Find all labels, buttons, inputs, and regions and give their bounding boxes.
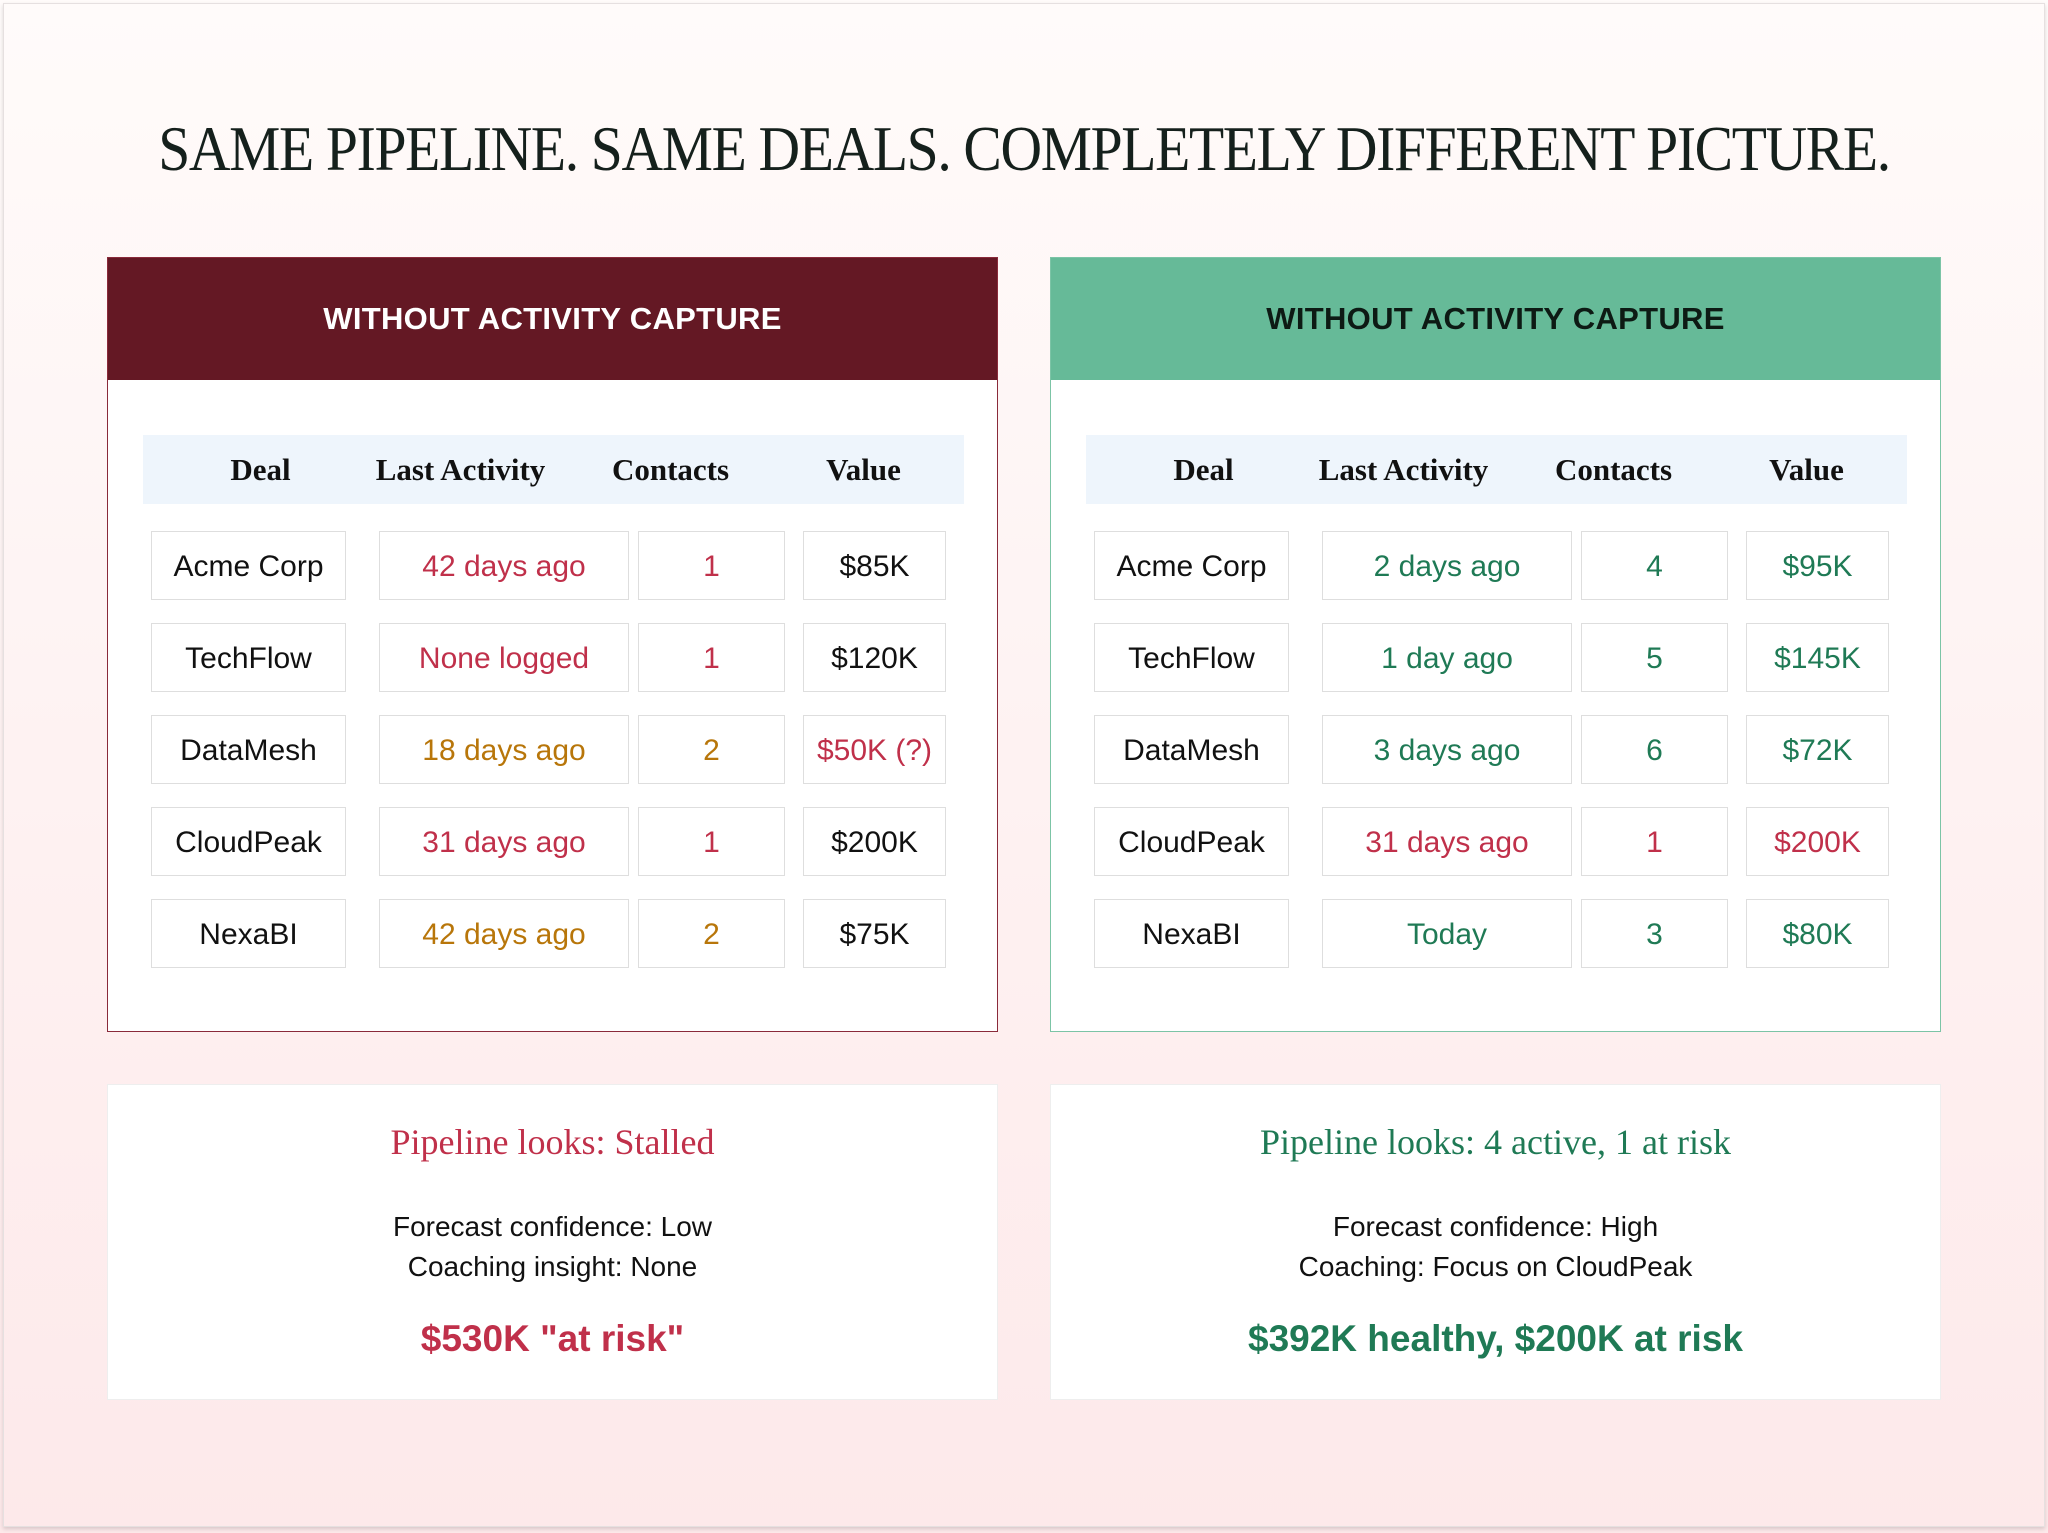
cell-last-activity: None logged: [379, 623, 629, 692]
cell-last-activity: 2 days ago: [1322, 531, 1572, 600]
column-header-deal: Deal: [1173, 452, 1234, 487]
cell-value: $200K: [803, 807, 946, 876]
cell-contacts: 6: [1581, 715, 1728, 784]
column-header-contacts: Contacts: [1554, 452, 1673, 487]
cell-contacts: 2: [638, 899, 785, 968]
column-header-last-activity: Last Activity: [1318, 452, 1489, 487]
cell-value: $145K: [1746, 623, 1889, 692]
column-header-value: Value: [826, 452, 901, 487]
summary-headline: Pipeline looks: 4 active, 1 at risk: [1260, 1122, 1731, 1162]
forecast-confidence: Forecast confidence: Low: [392, 1211, 713, 1242]
page-title: SAME PIPELINE. SAME DEALS. COMPLETELY DI…: [158, 113, 1891, 184]
cell-value: $85K: [803, 531, 946, 600]
cell-deal: NexaBI: [151, 899, 346, 968]
column-header-deal: Deal: [230, 452, 291, 487]
cell-value: $120K: [803, 623, 946, 692]
forecast-confidence: Forecast confidence: High: [1332, 1211, 1659, 1242]
cell-deal: NexaBI: [1094, 899, 1289, 968]
cell-last-activity: 31 days ago: [379, 807, 629, 876]
cell-deal: Acme Corp: [151, 531, 346, 600]
without-capture-panel: WITHOUT ACTIVITY CAPTURE Deal Last Activi…: [107, 257, 998, 1032]
cell-last-activity: 31 days ago: [1322, 807, 1572, 876]
page-frame: [3, 3, 2045, 1527]
cell-value: $80K: [1746, 899, 1889, 968]
cell-last-activity: Today: [1322, 899, 1572, 968]
cell-contacts: 1: [638, 807, 785, 876]
cell-contacts: 4: [1581, 531, 1728, 600]
cell-value: $95K: [1746, 531, 1889, 600]
cell-contacts: 1: [1581, 807, 1728, 876]
summary-headline: Pipeline looks: Stalled: [390, 1122, 715, 1162]
cell-deal: CloudPeak: [1094, 807, 1289, 876]
summary-total: $392K healthy, $200K at risk: [1248, 1318, 1743, 1359]
column-header-last-activity: Last Activity: [375, 452, 546, 487]
cell-contacts: 3: [1581, 899, 1728, 968]
cell-contacts: 5: [1581, 623, 1728, 692]
cell-deal: DataMesh: [1094, 715, 1289, 784]
cell-deal: CloudPeak: [151, 807, 346, 876]
column-header-value: Value: [1769, 452, 1844, 487]
cell-last-activity: 1 day ago: [1322, 623, 1572, 692]
cell-value: $50K (?): [803, 715, 946, 784]
cell-last-activity: 42 days ago: [379, 531, 629, 600]
cell-last-activity: 42 days ago: [379, 899, 629, 968]
coaching-insight: Coaching: Focus on CloudPeak: [1298, 1251, 1693, 1282]
cell-last-activity: 18 days ago: [379, 715, 629, 784]
summary-total: $530K "at risk": [420, 1318, 685, 1359]
cell-value: $75K: [803, 899, 946, 968]
table-header: Deal Last Activity Contacts Value: [1086, 435, 1907, 504]
table-header: Deal Last Activity Contacts Value: [143, 435, 964, 504]
panel-header: WITHOUT ACTIVITY CAPTURE: [1051, 258, 1940, 380]
summary-card-right: Pipeline looks: 4 active, 1 at risk Fore…: [1050, 1084, 1941, 1400]
cell-value: $200K: [1746, 807, 1889, 876]
cell-deal: TechFlow: [151, 623, 346, 692]
column-header-contacts: Contacts: [611, 452, 730, 487]
panel-header: WITHOUT ACTIVITY CAPTURE: [108, 258, 997, 380]
cell-contacts: 1: [638, 531, 785, 600]
cell-deal: TechFlow: [1094, 623, 1289, 692]
cell-deal: Acme Corp: [1094, 531, 1289, 600]
cell-value: $72K: [1746, 715, 1889, 784]
coaching-insight: Coaching insight: None: [407, 1251, 698, 1282]
summary-card-left: Pipeline looks: Stalled Forecast confide…: [107, 1084, 998, 1400]
cell-contacts: 2: [638, 715, 785, 784]
with-capture-panel: WITHOUT ACTIVITY CAPTURE Deal Last Activi…: [1050, 257, 1941, 1032]
cell-last-activity: 3 days ago: [1322, 715, 1572, 784]
cell-contacts: 1: [638, 623, 785, 692]
cell-deal: DataMesh: [151, 715, 346, 784]
